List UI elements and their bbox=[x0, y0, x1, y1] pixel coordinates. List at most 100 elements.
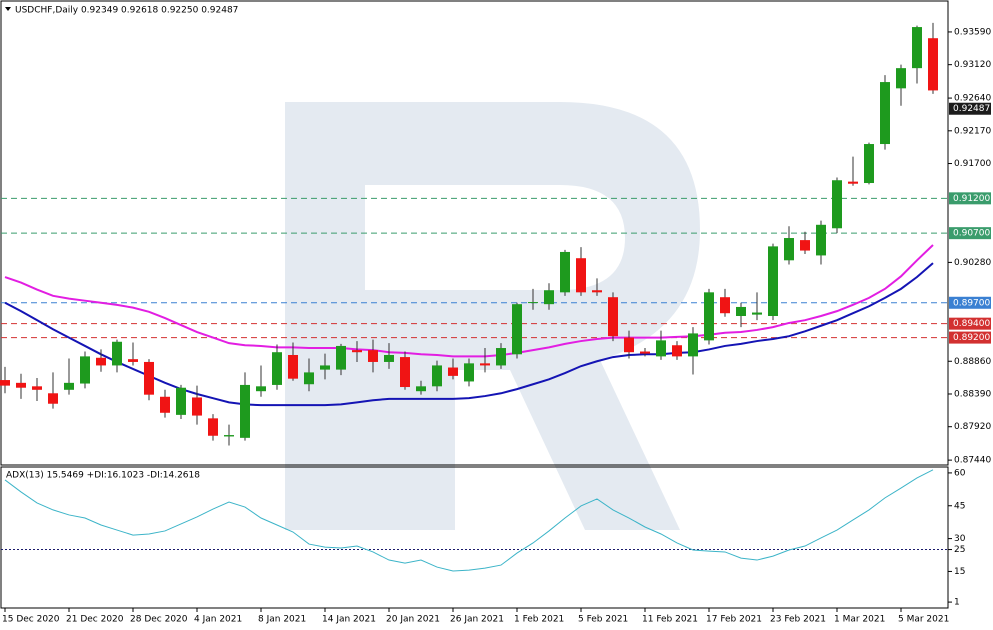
candle-body bbox=[416, 386, 426, 392]
candle-body bbox=[0, 380, 10, 386]
candle-body bbox=[496, 348, 506, 366]
candle-body bbox=[464, 363, 474, 382]
candle-body bbox=[48, 393, 58, 404]
candle-body bbox=[880, 82, 890, 145]
candle-body bbox=[128, 359, 138, 362]
y-tick-label: 0.92640 bbox=[954, 94, 991, 104]
x-tick-label: 21 Dec 2020 bbox=[66, 615, 124, 625]
x-tick-label: 23 Feb 2021 bbox=[770, 615, 826, 625]
y-tick-label: 0.91700 bbox=[954, 159, 991, 169]
level-label: 0.90700 bbox=[953, 229, 990, 239]
y-tick-label: 0.90280 bbox=[954, 258, 991, 268]
y-tick-label: 25 bbox=[954, 545, 965, 555]
candle-body bbox=[96, 357, 106, 366]
candle-body bbox=[384, 354, 394, 362]
x-tick-label: 8 Jan 2021 bbox=[258, 615, 306, 625]
x-tick-label: 15 Dec 2020 bbox=[2, 615, 60, 625]
y-tick-label: 0.93120 bbox=[954, 60, 991, 70]
candle-body bbox=[896, 68, 906, 89]
x-tick-label: 4 Jan 2021 bbox=[194, 615, 242, 625]
candle-body bbox=[704, 292, 714, 341]
candle-body bbox=[800, 240, 810, 251]
chart-header: USDCHF,Daily 0.92349 0.92618 0.92250 0.9… bbox=[15, 6, 238, 16]
y-tick-label: 0.87440 bbox=[954, 456, 991, 466]
candle-body bbox=[720, 297, 730, 314]
candle-body bbox=[528, 302, 538, 304]
candle-body bbox=[80, 356, 90, 384]
current-price-box bbox=[949, 102, 991, 115]
candle-body bbox=[656, 340, 666, 357]
candle-body bbox=[864, 144, 874, 184]
candle-body bbox=[176, 387, 186, 415]
level-label-box bbox=[949, 331, 991, 344]
watermark bbox=[285, 102, 700, 530]
candle-body bbox=[432, 365, 442, 387]
candle-body bbox=[352, 350, 362, 353]
candle-body bbox=[448, 367, 458, 376]
level-label-box bbox=[949, 192, 991, 205]
x-tick-label: 11 Feb 2021 bbox=[642, 615, 698, 625]
y-tick-label: 15 bbox=[954, 567, 965, 577]
candle-body bbox=[608, 297, 618, 337]
candle-body bbox=[256, 386, 266, 392]
y-tick-label: 60 bbox=[954, 468, 966, 478]
x-tick-label: 14 Jan 2021 bbox=[322, 615, 376, 625]
header-arrow bbox=[5, 7, 11, 11]
candle-body bbox=[272, 352, 282, 385]
candle-body bbox=[320, 365, 330, 370]
candle-body bbox=[192, 397, 202, 416]
candle-body bbox=[928, 38, 938, 91]
candle-body bbox=[672, 345, 682, 357]
candle-body bbox=[832, 180, 842, 229]
level-label-box bbox=[949, 317, 991, 330]
candle-body bbox=[32, 386, 42, 390]
x-tick-label: 5 Feb 2021 bbox=[578, 615, 628, 625]
candle-body bbox=[752, 312, 762, 315]
candle-body bbox=[336, 345, 346, 370]
level-label: 0.91200 bbox=[953, 194, 990, 204]
candle-body bbox=[512, 304, 522, 355]
y-tick-label: 1 bbox=[954, 598, 960, 608]
level-label: 0.89400 bbox=[953, 319, 990, 329]
y-tick-label: 0.88860 bbox=[954, 357, 991, 367]
level-label-box bbox=[949, 296, 991, 309]
y-tick-label: 0.87920 bbox=[954, 422, 991, 432]
candle-body bbox=[400, 357, 410, 388]
level-label: 0.89200 bbox=[953, 333, 990, 343]
candle-body bbox=[208, 418, 218, 436]
candle-body bbox=[640, 351, 650, 354]
y-tick-label: 0.92170 bbox=[954, 126, 991, 136]
current-price-label: 0.92487 bbox=[953, 104, 990, 114]
candle-body bbox=[112, 341, 122, 366]
adx-line bbox=[4, 469, 934, 572]
y-tick-label: 0.93590 bbox=[954, 27, 991, 37]
candle-body bbox=[592, 290, 602, 293]
candle-body bbox=[304, 372, 314, 385]
candle-body bbox=[224, 435, 234, 437]
y-tick-label: 30 bbox=[954, 534, 966, 544]
x-tick-label: 26 Jan 2021 bbox=[450, 615, 504, 625]
candle-body bbox=[160, 396, 170, 413]
candle-body bbox=[544, 290, 554, 305]
candle-body bbox=[736, 306, 746, 317]
candle-body bbox=[768, 246, 778, 317]
x-tick-label: 20 Jan 2021 bbox=[386, 615, 440, 625]
candle-body bbox=[912, 27, 922, 69]
candle-body bbox=[624, 337, 634, 353]
candle-body bbox=[784, 238, 794, 261]
x-tick-label: 1 Feb 2021 bbox=[514, 615, 564, 625]
candle-body bbox=[64, 382, 74, 390]
adx-panel-frame bbox=[0, 466, 949, 609]
watermark-logo bbox=[285, 102, 700, 530]
candle-body bbox=[16, 382, 26, 388]
x-tick-label: 5 Mar 2021 bbox=[898, 615, 949, 625]
candle-body bbox=[240, 384, 250, 438]
candle-body bbox=[688, 333, 698, 357]
candle-body bbox=[560, 251, 570, 293]
x-tick-label: 17 Feb 2021 bbox=[706, 615, 762, 625]
x-tick-label: 1 Mar 2021 bbox=[834, 615, 885, 625]
candle-body bbox=[576, 258, 586, 293]
candle-body bbox=[480, 363, 490, 366]
level-label-box bbox=[949, 227, 991, 240]
